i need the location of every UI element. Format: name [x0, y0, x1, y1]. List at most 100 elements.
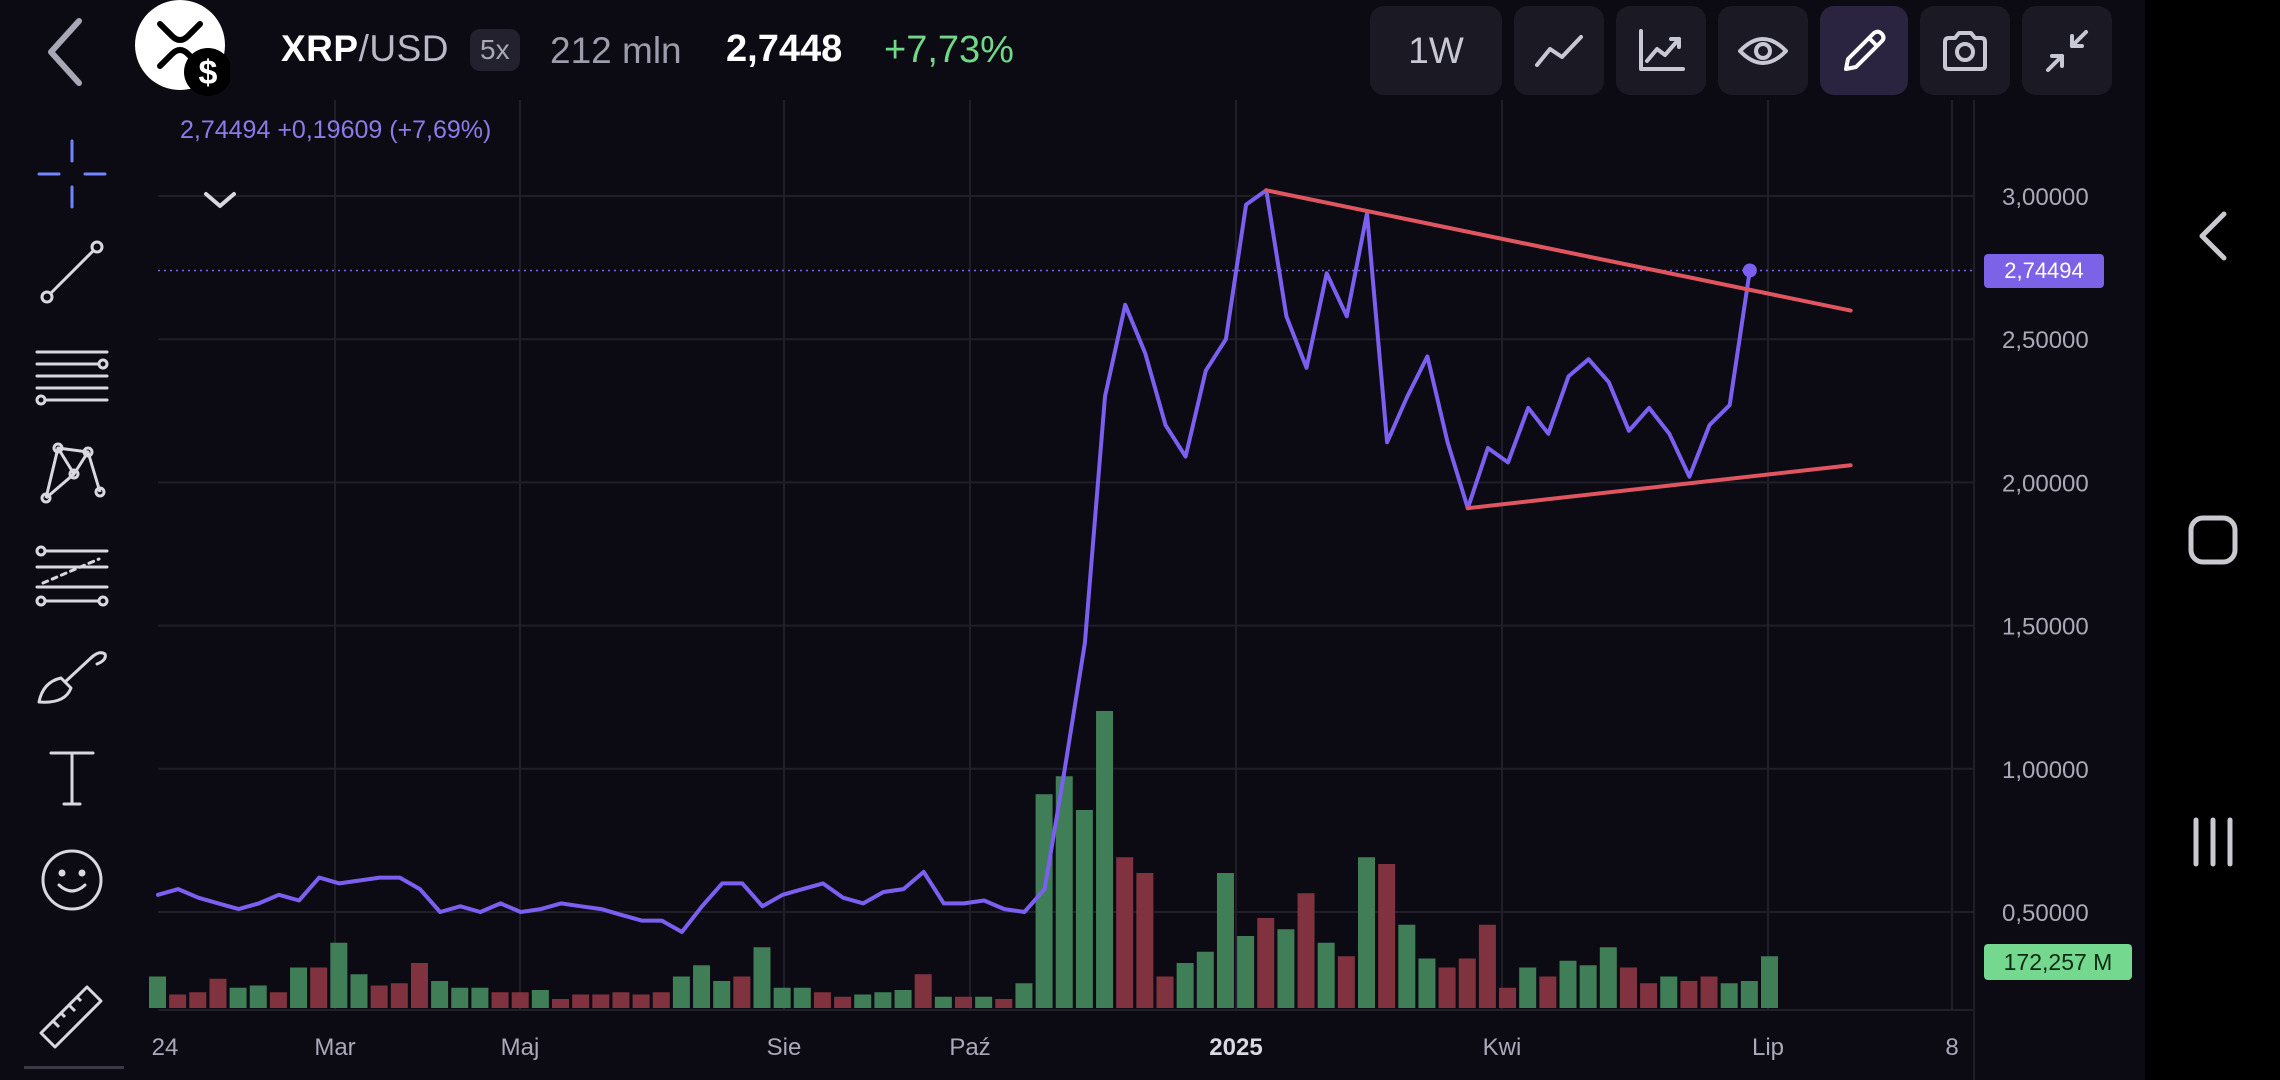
- volume-bar: [1761, 956, 1778, 1008]
- x-tick-label: 24: [152, 1034, 179, 1061]
- xrp-usd-logo: $: [134, 0, 232, 96]
- visibility-button[interactable]: [1718, 6, 1808, 95]
- volume-bar: [491, 992, 509, 1008]
- volume-bar: [1237, 936, 1255, 1008]
- volume-bar: [854, 994, 872, 1008]
- volume-bar: [1438, 967, 1456, 1008]
- volume-bar: [773, 987, 791, 1008]
- volume-bar: [410, 963, 428, 1008]
- crosshair-icon: [37, 139, 107, 209]
- volume-bar: [1257, 918, 1275, 1008]
- volume-bar: [813, 992, 831, 1008]
- pair-title[interactable]: XRP/USD: [281, 28, 449, 70]
- volume-bar: [1317, 942, 1335, 1008]
- volume-bar: [1519, 967, 1537, 1008]
- volume-bar: [1700, 976, 1718, 1008]
- fibonacci-tool[interactable]: [30, 534, 114, 618]
- price-value: 2,7448: [726, 28, 843, 70]
- x-tick-label: Lip: [1752, 1034, 1784, 1061]
- pair-base: XRP: [281, 28, 359, 69]
- volume-bar: [753, 947, 771, 1008]
- emoji-tool[interactable]: [30, 838, 114, 922]
- volume-bar: [713, 981, 731, 1008]
- system-navigation-bar: [2145, 0, 2280, 1080]
- volume-bar: [955, 996, 972, 1008]
- volume-bar: [229, 987, 247, 1008]
- volume-bar: [632, 994, 650, 1008]
- text-tool[interactable]: [30, 736, 114, 820]
- indicators-icon: [1639, 28, 1685, 71]
- volume-bar: [1640, 983, 1658, 1008]
- horizontal-lines-tool[interactable]: [30, 334, 114, 418]
- nav-back-icon: [2199, 211, 2226, 261]
- volume-bar: [1720, 983, 1738, 1008]
- chart-type-button[interactable]: [1514, 6, 1604, 95]
- volume-bar: [390, 983, 408, 1008]
- x-tick-label: Sie: [767, 1034, 802, 1061]
- back-icon: [48, 18, 82, 86]
- volume-bar: [310, 967, 328, 1008]
- nav-home-icon: [2188, 515, 2237, 565]
- volume-bar: [1176, 963, 1194, 1008]
- x-tick-label: Maj: [501, 1034, 540, 1061]
- system-home-button[interactable]: [2145, 490, 2280, 590]
- volume-bar: [209, 978, 227, 1008]
- x-tick-label: Kwi: [1483, 1034, 1522, 1061]
- collapse-icon: [2046, 29, 2088, 72]
- ruler-tool[interactable]: [30, 974, 114, 1058]
- volume-bar: [431, 981, 449, 1008]
- volume-bar: [572, 994, 590, 1008]
- volume-bar: [975, 996, 993, 1008]
- volume-bar: [471, 987, 489, 1008]
- top-bar: $ XRP/USD 5x 212 mln 2,7448 +7,73% 1W: [0, 0, 2145, 100]
- toolbar-divider: [24, 1066, 124, 1069]
- trend-line-tool[interactable]: [30, 230, 114, 314]
- volume-bar: [693, 965, 711, 1008]
- pair-quote: /USD: [358, 28, 449, 69]
- y-tick-label: 1,00000: [2002, 757, 2089, 784]
- x-tick-label: Paź: [949, 1034, 990, 1061]
- trendline: [1465, 463, 1853, 511]
- trendlines: [1264, 188, 1853, 511]
- system-back-button[interactable]: [2145, 186, 2280, 286]
- volume-bar: [1015, 983, 1033, 1008]
- price-chart[interactable]: 3,00000 2,50000 2,00000 1,50000 1,00000 0,500…: [0, 0, 2145, 1080]
- volume-bar: [733, 976, 751, 1008]
- axes: 3,00000 2,50000 2,00000 1,50000 1,00000 0,500…: [152, 184, 2089, 1061]
- ohlc-info: 2,74494 +0,19609 (+7,69%): [180, 116, 492, 144]
- chart-area[interactable]: 3,00000 2,50000 2,00000 1,50000 1,00000 0,500…: [0, 0, 2145, 1080]
- y-tick-label: 3,00000: [2002, 184, 2089, 211]
- crosshair-tool[interactable]: [30, 132, 114, 216]
- x-tick-label: Mar: [314, 1034, 355, 1061]
- volume-bar: [1075, 810, 1093, 1008]
- volume-bar: [1096, 711, 1114, 1008]
- volume-tag: 172,257 M: [1984, 944, 2132, 980]
- volume-bar: [1680, 981, 1698, 1008]
- volume-value: 212 mln: [550, 30, 682, 71]
- volume-bar: [1539, 976, 1557, 1008]
- exit-fullscreen-button[interactable]: [2022, 6, 2112, 95]
- volume-bar: [1378, 864, 1396, 1008]
- price-line: [156, 188, 1752, 934]
- volume-bar: [672, 976, 690, 1008]
- system-recents-button[interactable]: [2145, 792, 2280, 892]
- screenshot-button[interactable]: [1920, 6, 2010, 95]
- back-button[interactable]: [40, 12, 90, 92]
- leverage-badge: 5x: [470, 29, 520, 71]
- volume-bar: [552, 999, 569, 1008]
- volume-bar: [1619, 967, 1637, 1008]
- x-tick-label: 2025: [1209, 1034, 1262, 1061]
- volume-bar: [1055, 776, 1073, 1008]
- volume-bar: [1297, 893, 1315, 1008]
- pattern-tool[interactable]: [30, 432, 114, 516]
- interval-button[interactable]: 1W: [1370, 6, 1502, 95]
- indicators-button[interactable]: [1616, 6, 1706, 95]
- brush-tool[interactable]: [30, 636, 114, 720]
- legend-toggle-button[interactable]: [196, 180, 244, 220]
- volume-bar: [1116, 857, 1134, 1008]
- volume-bar: [1196, 951, 1214, 1008]
- volume-bar: [1156, 976, 1174, 1008]
- volume-bar: [1740, 981, 1758, 1008]
- drawing-mode-button[interactable]: [1820, 6, 1908, 95]
- volume-bar: [249, 985, 267, 1008]
